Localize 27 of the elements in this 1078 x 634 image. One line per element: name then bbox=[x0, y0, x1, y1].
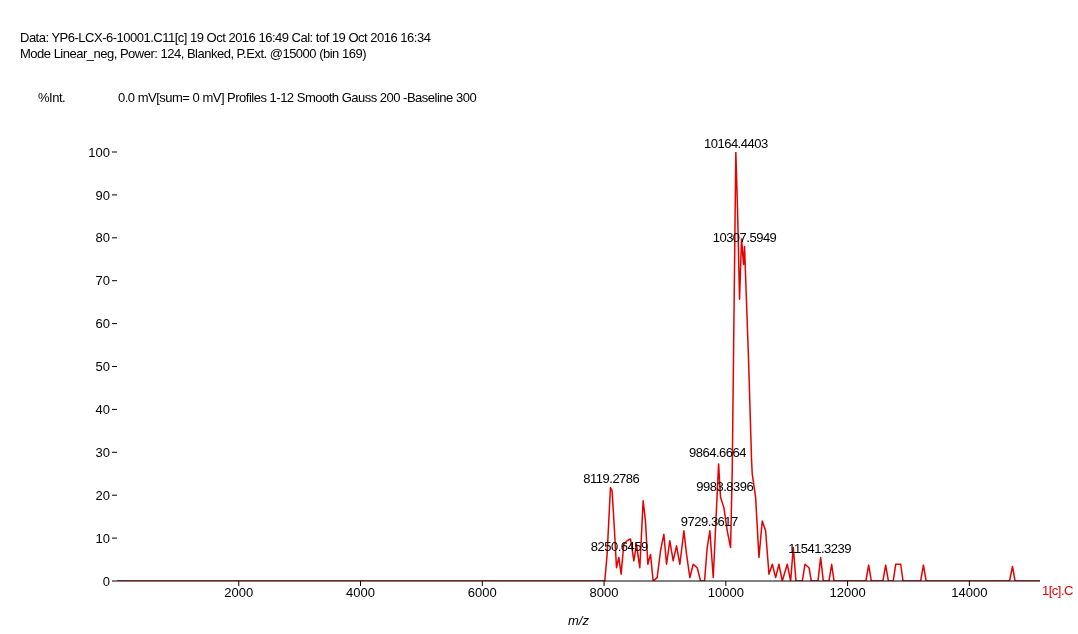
y-tick-label: 70 bbox=[95, 273, 110, 289]
y-tick-label: 100 bbox=[88, 144, 110, 160]
y-tick-label: 80 bbox=[95, 230, 110, 246]
y-tick-label: 20 bbox=[95, 487, 110, 503]
chart-subtitle: Mode Linear_neg, Power: 124, Blanked, P.Ext. @15000 (bin 169) bbox=[20, 46, 367, 62]
annotation: 11541.3239 bbox=[788, 541, 852, 557]
x-tick-label: 2000 bbox=[224, 585, 254, 601]
series-label: 1[c].C bbox=[1042, 583, 1073, 598]
x-tick-label: 10000 bbox=[707, 585, 744, 601]
x-tick-label: 12000 bbox=[829, 585, 866, 601]
y-tick-label: 60 bbox=[95, 316, 110, 332]
x-tick-label: 14000 bbox=[951, 585, 988, 601]
x-tick-label: 8000 bbox=[589, 585, 619, 601]
x-tick-label: 6000 bbox=[467, 585, 497, 601]
x-axis-title: m/z bbox=[568, 613, 590, 628]
y-tick-label: 90 bbox=[95, 187, 110, 203]
y-tick-label: 50 bbox=[95, 359, 110, 375]
y-axis-title: %Int. bbox=[38, 90, 66, 105]
y-tick-label: 0 bbox=[102, 573, 110, 589]
y-tick-label: 10 bbox=[95, 530, 110, 546]
x-tick-label: 4000 bbox=[346, 585, 375, 601]
text: 0.0 mV[sum= 0 mV] Profiles 1-12 Smooth Gauss 200 -Baseline 300 bbox=[118, 90, 477, 105]
annotation: 8119.2786 bbox=[583, 470, 640, 486]
chart-title: Data: YP6-LCX-6-10001.C11[c] 19 Oct 2016 16:49 Cal: tof 19 Oct 2016 16:34 bbox=[20, 30, 431, 46]
annotation: 10164.4403 bbox=[703, 136, 768, 151]
y-tick-label: 40 bbox=[95, 402, 110, 418]
y-tick-label: 30 bbox=[95, 444, 110, 460]
